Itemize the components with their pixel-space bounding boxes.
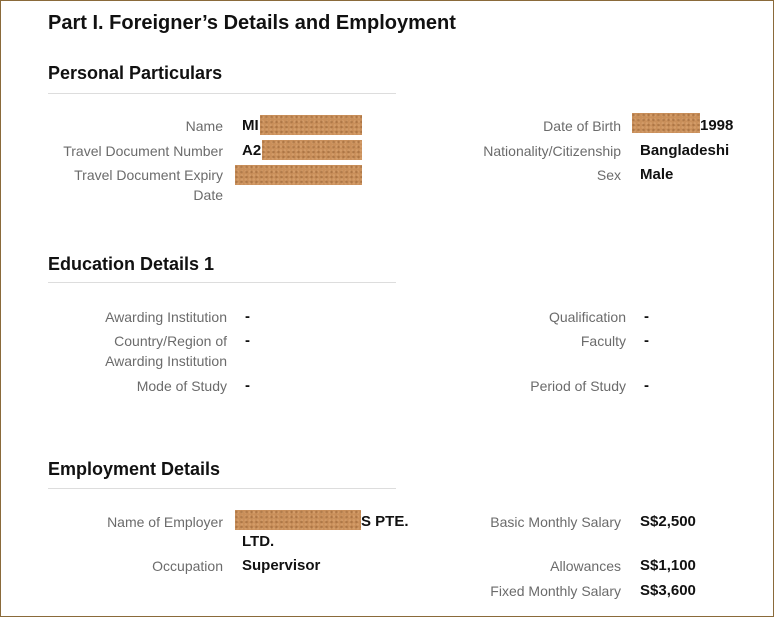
travel-document-number-value: A2 <box>242 142 262 159</box>
country-region-value: - <box>245 332 250 349</box>
employer-value-line1: S PTE. <box>361 513 409 530</box>
mode-of-study-label: Mode of Study <box>136 378 227 394</box>
date-of-birth-label: Date of Birth <box>543 118 621 134</box>
travel-document-expiry-redaction <box>235 165 362 185</box>
name-redaction <box>260 115 362 135</box>
nationality-value: Bangladeshi <box>640 142 730 159</box>
employer-value-line2: LTD. <box>242 533 275 550</box>
awarding-institution-label: Awarding Institution <box>105 309 227 325</box>
travel-document-expiry-label-line2: Date <box>193 187 223 203</box>
mode-of-study-value: - <box>245 377 250 394</box>
basic-monthly-salary-value: S$2,500 <box>640 513 696 530</box>
basic-monthly-salary-label: Basic Monthly Salary <box>490 514 621 530</box>
faculty-label: Faculty <box>580 333 626 349</box>
education-section-divider <box>48 282 396 283</box>
occupation-label: Occupation <box>152 558 223 574</box>
employment-section-divider <box>48 488 396 489</box>
nationality-label: Nationality/Citizenship <box>483 143 621 159</box>
country-region-label-line2: Awarding Institution <box>105 353 227 369</box>
travel-document-number-label: Travel Document Number <box>63 143 223 159</box>
occupation-value: Supervisor <box>242 557 321 574</box>
employer-redaction <box>235 510 361 530</box>
personal-section-title: Personal Particulars <box>48 63 223 83</box>
period-of-study-label: Period of Study <box>530 378 626 394</box>
period-of-study-value: - <box>644 377 649 394</box>
awarding-institution-value: - <box>245 308 250 325</box>
part-title: Part I. Foreigner’s Details and Employme… <box>48 12 456 34</box>
faculty-value: - <box>644 332 649 349</box>
date-of-birth-redaction <box>632 113 700 133</box>
qualification-value: - <box>644 308 649 325</box>
name-label: Name <box>185 118 223 134</box>
sex-value: Male <box>640 166 674 183</box>
date-of-birth-value: 1998 <box>700 117 734 134</box>
qualification-label: Qualification <box>548 309 626 325</box>
employer-label: Name of Employer <box>107 514 223 530</box>
employment-section-title: Employment Details <box>48 459 221 479</box>
personal-section-divider <box>48 93 396 94</box>
education-section-title: Education Details 1 <box>48 254 215 274</box>
name-value: MI <box>242 117 259 134</box>
travel-document-expiry-label-line1: Travel Document Expiry <box>74 167 223 183</box>
travel-document-number-redaction <box>262 140 362 160</box>
fixed-monthly-salary-value: S$3,600 <box>640 582 696 599</box>
allowances-value: S$1,100 <box>640 557 696 574</box>
country-region-label-line1: Country/Region of <box>114 333 227 349</box>
allowances-label: Allowances <box>550 558 621 574</box>
fixed-monthly-salary-label: Fixed Monthly Salary <box>490 583 621 599</box>
sex-label: Sex <box>596 167 621 183</box>
